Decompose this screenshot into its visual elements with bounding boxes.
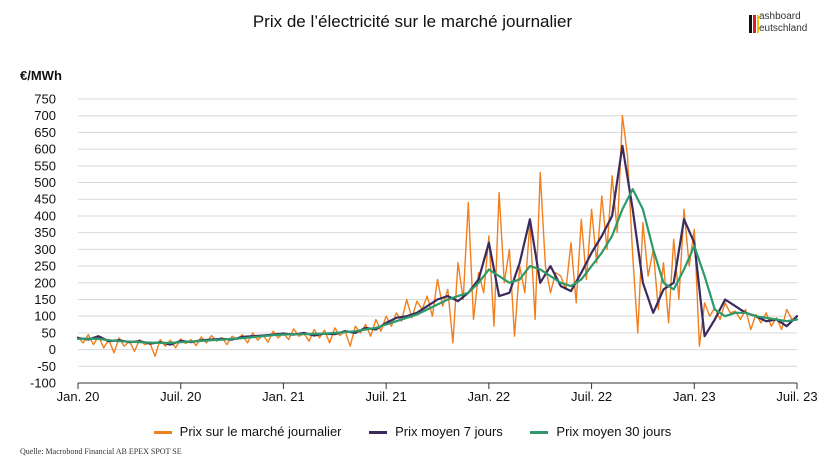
legend-label-daily: Prix sur le marché journalier xyxy=(179,424,342,440)
logo-line-2: eutschland xyxy=(759,23,808,34)
series-line-30-day-average xyxy=(76,188,799,344)
y-tick-label: 500 xyxy=(34,175,56,190)
y-tick-label: 200 xyxy=(34,275,56,290)
dashboard-deutschland-logo: ashboard eutschland xyxy=(748,10,818,38)
legend-label-30d: Prix moyen 30 jours xyxy=(556,424,672,440)
series-line-7-day-average xyxy=(76,144,799,346)
legend-item-7d: Prix moyen 7 jours xyxy=(369,424,503,439)
x-tick-label: Juil. 22 xyxy=(571,389,612,404)
y-tick-label: 250 xyxy=(34,259,56,274)
chart-title: Prix de l’électricité sur le marché jour… xyxy=(252,12,573,31)
series-line-daily-price xyxy=(77,114,798,357)
legend-swatch-7d xyxy=(369,431,388,435)
y-tick-label: 400 xyxy=(34,208,56,223)
x-tick-label: Juil. 21 xyxy=(366,389,407,404)
y-tick-label: -50 xyxy=(37,359,56,374)
y-axis-unit-label: €/MWh xyxy=(20,68,62,83)
y-tick-label: 150 xyxy=(34,292,56,307)
legend-item-30d: Prix moyen 30 jours xyxy=(530,424,671,439)
y-tick-label: 750 xyxy=(34,92,56,107)
y-tick-label: 600 xyxy=(34,142,56,157)
y-tick-label: 650 xyxy=(34,125,56,140)
y-tick-label: -100 xyxy=(30,376,56,391)
logo-flag-black xyxy=(749,15,752,33)
y-tick-label: 100 xyxy=(34,309,56,324)
y-tick-label: 700 xyxy=(34,108,56,123)
y-tick-label: 300 xyxy=(34,242,56,257)
legend: Prix sur le marché journalier Prix moyen… xyxy=(0,423,825,439)
x-tick-label: Jan. 21 xyxy=(262,389,305,404)
legend-swatch-30d xyxy=(530,431,549,435)
x-tick-label: Jan. 22 xyxy=(468,389,511,404)
y-tick-label: 50 xyxy=(42,325,56,340)
x-tick-label: Jan. 23 xyxy=(673,389,716,404)
source-note: Quelle: Macrobond Financial AB EPEX SPOT… xyxy=(20,447,182,456)
x-tick-label: Jan. 20 xyxy=(57,389,100,404)
logo-flag-red xyxy=(753,15,756,33)
legend-label-7d: Prix moyen 7 jours xyxy=(395,424,503,440)
logo-flag-gold xyxy=(757,15,759,33)
y-tick-label: 350 xyxy=(34,225,56,240)
y-tick-label: 0 xyxy=(49,342,56,357)
legend-swatch-daily xyxy=(153,431,172,435)
y-tick-label: 450 xyxy=(34,192,56,207)
x-tick-label: Juil. 20 xyxy=(160,389,201,404)
y-tick-label: 550 xyxy=(34,158,56,173)
logo-line-1: ashboard xyxy=(759,11,801,22)
legend-item-daily: Prix sur le marché journalier xyxy=(153,424,342,440)
x-tick-label: Juil. 23 xyxy=(776,389,817,404)
